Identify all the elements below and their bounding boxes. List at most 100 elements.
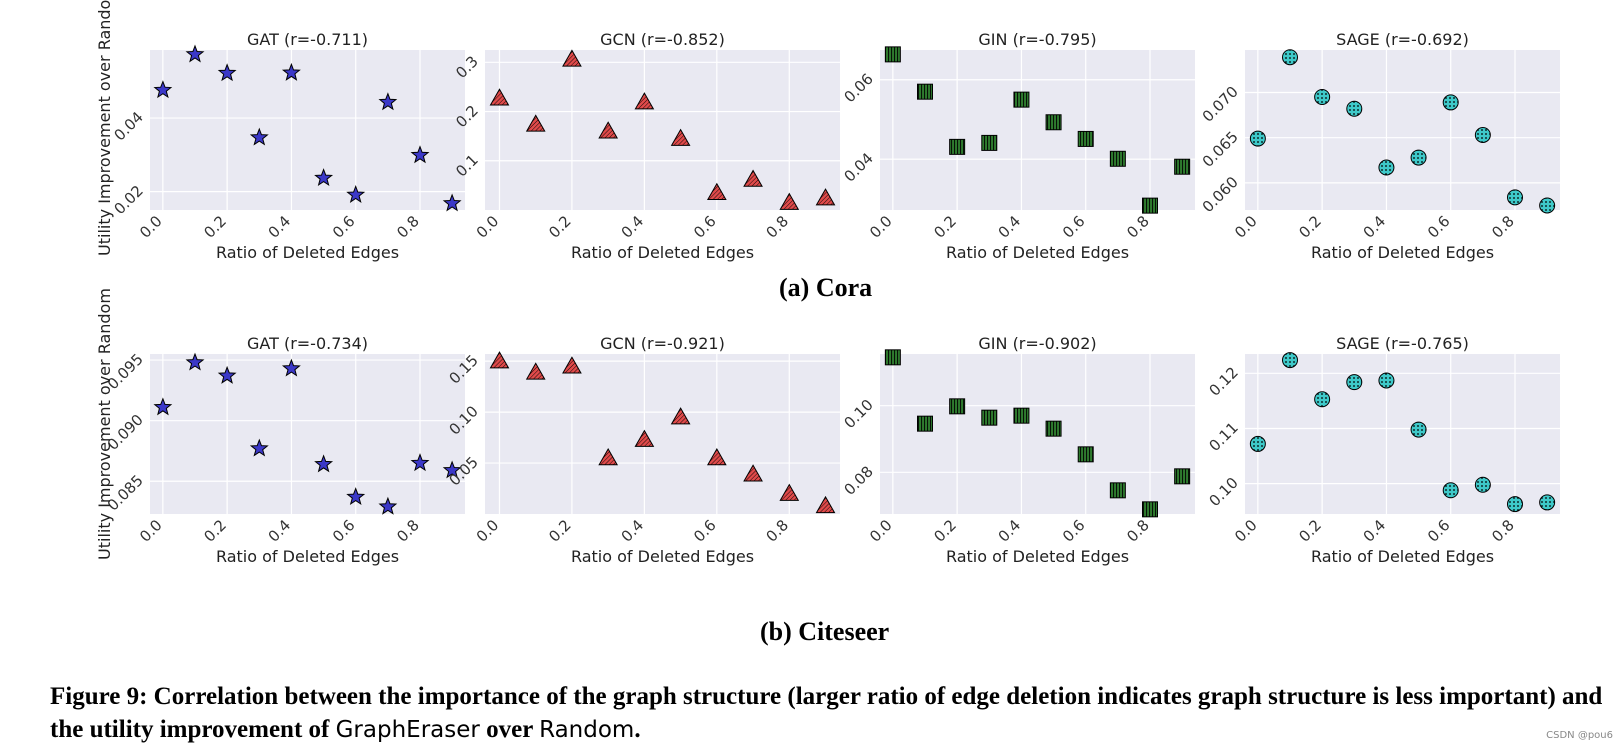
x-tick-label: 0.8 xyxy=(1488,516,1518,546)
data-point xyxy=(346,487,366,506)
data-point xyxy=(525,362,546,380)
data-point xyxy=(314,168,334,187)
panel-citeseer-gin: 0.0 0.2 0.4 0.6 0.8 0.08 0.10 GIN (r=-0.902) Rat… xyxy=(840,334,1195,566)
plot-area xyxy=(485,354,840,514)
data-point xyxy=(153,80,173,99)
data-point xyxy=(981,134,998,151)
x-tick-label: 0.4 xyxy=(1360,212,1390,242)
data-point xyxy=(281,358,301,377)
x-tick-label: 0.2 xyxy=(930,212,960,242)
panel-title: GAT (r=-0.734) xyxy=(247,334,368,353)
data-point xyxy=(346,184,366,203)
x-tick-label: 0.8 xyxy=(763,212,793,242)
data-point xyxy=(442,460,462,479)
panel-cora-gat: 0.0 0.2 0.4 0.6 0.8 0.02 0.04 GAT (r=-0.711) Rat… xyxy=(95,0,465,262)
data-point xyxy=(1539,197,1556,214)
panel-title: GAT (r=-0.711) xyxy=(247,30,368,49)
data-point xyxy=(281,62,301,81)
data-point xyxy=(562,49,582,67)
x-axis-label: Ratio of Deleted Edges xyxy=(1311,243,1494,262)
plot-area xyxy=(150,50,465,210)
x-tick-label: 0.8 xyxy=(1488,212,1518,242)
data-point xyxy=(1174,158,1191,175)
x-tick-label: 0.2 xyxy=(200,516,230,546)
y-tick-label: 0.10 xyxy=(1205,474,1241,510)
data-point xyxy=(562,356,582,374)
x-tick-label: 0.0 xyxy=(1231,516,1261,546)
x-tick-label: 0.2 xyxy=(200,212,230,242)
x-tick-label: 0.6 xyxy=(1059,212,1089,242)
data-point xyxy=(1507,496,1523,513)
data-point xyxy=(314,454,334,473)
plot-area xyxy=(150,354,465,514)
data-point xyxy=(1474,476,1491,493)
data-point xyxy=(1346,100,1363,117)
data-point xyxy=(634,92,655,110)
data-point xyxy=(1442,482,1459,499)
x-tick-label: 0.2 xyxy=(1295,516,1325,546)
x-tick-label: 0.4 xyxy=(265,516,295,546)
data-point xyxy=(1378,159,1395,176)
data-point xyxy=(884,349,901,366)
row-label-citeseer: (b) Citeseer xyxy=(760,617,890,646)
x-tick-label: 0.4 xyxy=(618,212,648,242)
x-tick-label: 0.6 xyxy=(329,516,359,546)
panel-title: GIN (r=-0.795) xyxy=(978,30,1096,49)
data-point xyxy=(185,44,205,63)
x-axis-label: Ratio of Deleted Edges xyxy=(571,547,754,566)
panel-title: GCN (r=-0.921) xyxy=(600,334,725,353)
data-point xyxy=(249,438,269,457)
x-tick-label: 0.6 xyxy=(1424,516,1454,546)
x-tick-label: 0.6 xyxy=(690,212,720,242)
plot-area xyxy=(1245,354,1560,514)
data-point xyxy=(706,447,727,466)
data-point xyxy=(1282,49,1298,66)
panel-title: GCN (r=-0.852) xyxy=(600,30,725,49)
data-point xyxy=(1249,130,1266,147)
data-point xyxy=(815,495,836,514)
data-point xyxy=(917,415,933,432)
data-point xyxy=(1013,407,1030,424)
row-label-cora: (a) Cora xyxy=(779,273,873,302)
data-point xyxy=(1174,468,1191,485)
data-point xyxy=(1045,420,1062,437)
data-point xyxy=(884,46,901,63)
watermark: CSDN @pou6 xyxy=(1546,730,1613,741)
data-point xyxy=(949,398,966,415)
data-point xyxy=(1142,501,1158,518)
x-tick-label: 0.8 xyxy=(1123,212,1153,242)
y-tick-label: 0.065 xyxy=(1199,128,1242,171)
panel-title: SAGE (r=-0.765) xyxy=(1336,334,1469,353)
x-tick-label: 0.8 xyxy=(393,516,423,546)
data-point xyxy=(217,63,237,82)
caption-text-part1: Figure 9: Correlation between the import… xyxy=(50,683,1603,743)
caption-text-part2: over xyxy=(479,716,540,743)
x-tick-label: 0.2 xyxy=(930,516,960,546)
data-point xyxy=(153,397,173,416)
caption-baseline: Random xyxy=(539,717,635,743)
x-tick-label: 0.4 xyxy=(265,212,295,242)
figure-caption: Figure 9: Correlation between the import… xyxy=(50,680,1610,747)
data-point xyxy=(1109,482,1126,499)
y-axis-label: Utility Improvement over Random xyxy=(95,288,114,560)
x-tick-label: 0.8 xyxy=(393,212,423,242)
panel-citeseer-sage: 0.0 0.2 0.4 0.6 0.8 0.10 0.11 0.12 SAGE (r=-0.76… xyxy=(1205,334,1560,566)
data-point xyxy=(598,121,619,139)
data-point xyxy=(981,409,998,426)
data-point xyxy=(1410,149,1427,166)
data-point xyxy=(779,483,800,501)
x-tick-label: 0.0 xyxy=(1231,212,1261,242)
data-point xyxy=(670,128,691,146)
x-tick-label: 0.6 xyxy=(329,212,359,242)
data-point xyxy=(1410,421,1427,438)
data-point xyxy=(1077,130,1094,147)
x-tick-label: 0.4 xyxy=(995,516,1025,546)
data-point xyxy=(815,188,836,206)
caption-text-part3: . xyxy=(634,716,641,743)
x-axis-label: Ratio of Deleted Edges xyxy=(571,243,754,262)
data-point xyxy=(1507,189,1523,206)
x-tick-label: 0.0 xyxy=(866,212,896,242)
